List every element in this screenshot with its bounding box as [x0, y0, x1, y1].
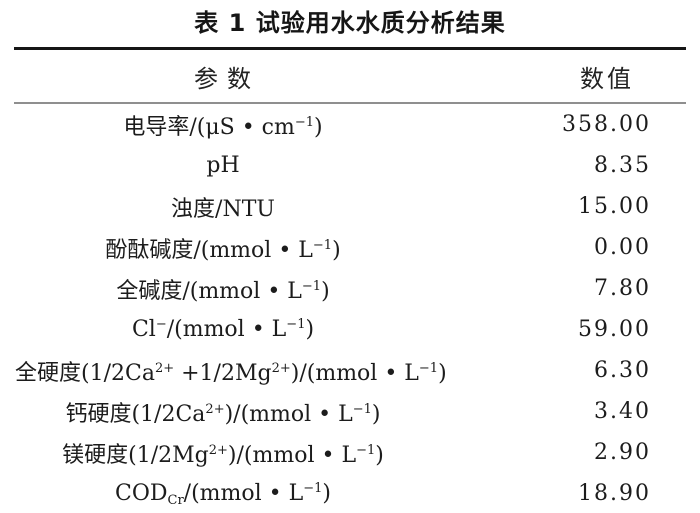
- table-row: 全碱度/(mmol • L−1) 7.80: [14, 268, 686, 309]
- table-body: 电导率/(μS • cm−1) 358.00 pH 8.35 浊度/NTU 15.00 酚酞…: [14, 103, 686, 513]
- table-row: pH 8.35: [14, 145, 686, 186]
- parameter-text: )/(mmol • L: [224, 401, 353, 427]
- parameter-sup-text: 2+: [154, 360, 175, 376]
- parameter-sup-text: −1: [352, 401, 372, 417]
- table-row: Cl−/(mmol • L−1) 59.00: [14, 309, 686, 350]
- parameter-text: ): [305, 317, 315, 342]
- value-cell: 18.90: [578, 481, 651, 506]
- column-header-parameter: 参数: [14, 48, 432, 104]
- parameter-text: 酚酞碱度/(mmol • L: [105, 237, 313, 263]
- table-row: 浊度/NTU 15.00: [14, 186, 686, 227]
- header-row: 参数 数值: [14, 48, 686, 104]
- value-cell: 59.00: [578, 317, 651, 342]
- table-header: 参数 数值: [14, 48, 686, 104]
- parameter-cell: 浊度/NTU: [14, 186, 432, 227]
- parameter-text: /(mmol • L: [166, 317, 287, 342]
- parameter-text: )/(mmol • L: [227, 442, 357, 468]
- parameter-sup-text: −1: [418, 360, 439, 376]
- parameter-sup-text: −1: [303, 481, 323, 496]
- parameter-sup-text: 2+: [205, 401, 225, 417]
- value-cell: 8.35: [594, 153, 651, 178]
- parameter-text: ): [371, 401, 381, 427]
- parameter-sup-text: −1: [356, 442, 376, 458]
- parameter-sup-text: −1: [294, 114, 315, 130]
- parameter-sup-text: 2+: [208, 442, 228, 458]
- parameter-cell: 电导率/(μS • cm−1): [14, 103, 432, 145]
- table-caption: 表 1 试验用水水质分析结果: [194, 9, 506, 37]
- parameter-text: Cl: [131, 317, 156, 342]
- parameter-text: 浊度/NTU: [171, 196, 275, 222]
- parameter-text: COD: [114, 481, 168, 506]
- parameter-cell: pH: [14, 145, 432, 186]
- parameter-cell: 钙硬度(1/2Ca2+)/(mmol • L−1): [14, 391, 432, 432]
- value-cell: 0.00: [594, 235, 651, 260]
- parameter-cell: 镁硬度(1/2Mg2+)/(mmol • L−1): [14, 432, 432, 473]
- value-cell: 6.30: [594, 358, 651, 383]
- table-row: 全硬度(1/2Ca2+ +1/2Mg2+)/(mmol • L−1) 6.30: [14, 350, 686, 391]
- table-row: 镁硬度(1/2Mg2+)/(mmol • L−1) 2.90: [14, 432, 686, 473]
- parameter-cell: 全碱度/(mmol • L−1): [14, 268, 432, 309]
- parameter-sup-text: −1: [301, 278, 322, 294]
- value-cell: 358.00: [562, 112, 651, 137]
- parameter-sup-text: −1: [286, 317, 306, 332]
- value-cell: 3.40: [594, 399, 651, 424]
- parameter-text: ): [321, 278, 330, 304]
- table-row: 电导率/(μS • cm−1) 358.00: [14, 103, 686, 145]
- value-cell: 15.00: [578, 194, 651, 219]
- table-row: 酚酞碱度/(mmol • L−1) 0.00: [14, 227, 686, 268]
- parameter-cell: Cl−/(mmol • L−1): [14, 309, 432, 350]
- parameter-cell: 酚酞碱度/(mmol • L−1): [14, 227, 432, 268]
- value-cell: 2.90: [594, 440, 651, 465]
- table-row: 钙硬度(1/2Ca2+)/(mmol • L−1) 3.40: [14, 391, 686, 432]
- parameter-sup-text: −1: [312, 237, 333, 253]
- parameter-sup-text: 2+: [271, 360, 291, 376]
- parameter-text: pH: [206, 153, 240, 178]
- table-row: CODCr/(mmol • L−1) 18.90: [14, 473, 686, 513]
- parameter-text: /(mmol • L: [183, 481, 304, 506]
- parameter-text: 全碱度/(mmol • L: [116, 278, 302, 304]
- water-quality-table: 参数 数值 电导率/(μS • cm−1) 358.00 pH 8.35 浊度/NTU 1…: [14, 47, 686, 513]
- parameter-cell: 全硬度(1/2Ca2+ +1/2Mg2+)/(mmol • L−1): [14, 350, 447, 391]
- parameter-text: ): [332, 237, 341, 263]
- parameter-text: +1/2Mg: [174, 360, 272, 386]
- parameter-cell: CODCr/(mmol • L−1): [14, 473, 432, 513]
- column-header-value: 数值: [432, 48, 686, 104]
- parameter-text: 钙硬度(1/2Ca: [65, 401, 206, 427]
- parameter-text: ): [438, 360, 447, 386]
- parameter-text: 电导率/(μS • cm: [123, 114, 295, 140]
- parameter-text: )/(mmol • L: [290, 360, 419, 386]
- parameter-text: ): [314, 114, 323, 140]
- parameter-text: 全硬度(1/2Ca: [15, 360, 155, 386]
- value-cell: 7.80: [594, 276, 651, 301]
- parameter-sub-text: Cr: [167, 493, 184, 508]
- parameter-text: 镁硬度(1/2Mg: [62, 442, 209, 468]
- parameter-sup-text: −: [155, 317, 167, 332]
- parameter-text: ): [375, 442, 384, 468]
- parameter-text: ): [322, 481, 332, 506]
